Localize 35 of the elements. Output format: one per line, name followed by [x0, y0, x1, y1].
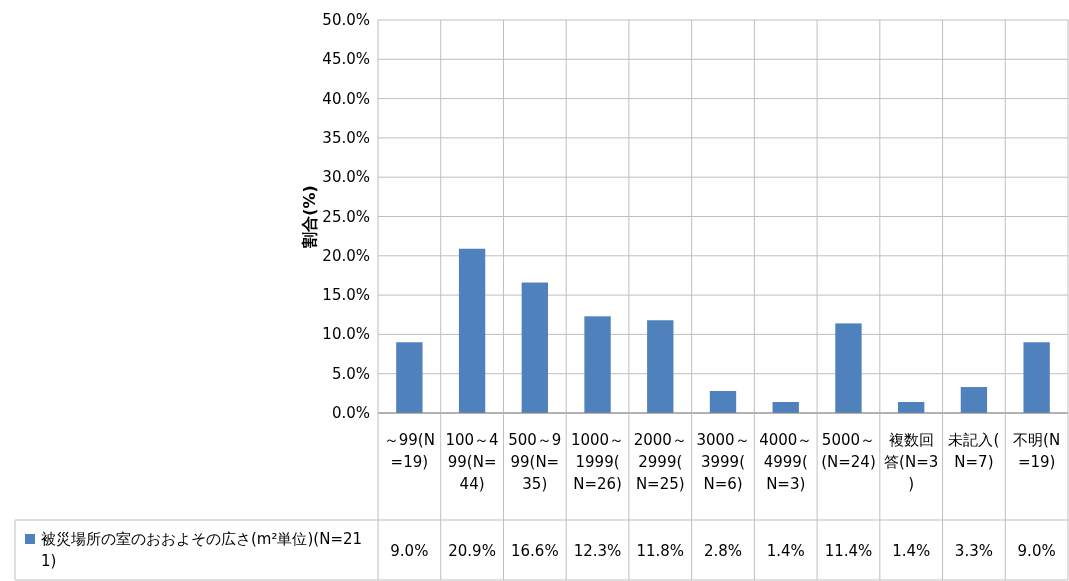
- y-tick-label: 20.0%: [322, 246, 370, 265]
- data-label: 9.0%: [390, 542, 429, 560]
- data-label: 9.0%: [1017, 542, 1056, 560]
- x-tick-label: 2000～2999(N=25): [633, 431, 687, 493]
- y-tick-label: 50.0%: [322, 11, 370, 29]
- x-tick-label: 4000～4999(N=3): [759, 431, 813, 493]
- y-tick-label: 10.0%: [322, 325, 370, 344]
- data-label: 12.3%: [573, 542, 622, 560]
- x-tick-label: 1000～1999(N=26): [570, 431, 625, 493]
- y-tick-label: 45.0%: [322, 50, 370, 69]
- data-label: 2.8%: [703, 542, 743, 560]
- x-tick-label: 500～999(N=35): [508, 431, 562, 493]
- legend-label: 被災場所の室のおおよその広さ(m²単位)(N=211): [41, 530, 363, 570]
- x-tick-label: 不明(N=19): [1013, 431, 1061, 471]
- x-tick-label: 100～499(N=44): [445, 431, 499, 493]
- data-label: 1.4%: [892, 542, 931, 560]
- y-tick-label: 35.0%: [322, 128, 370, 147]
- y-tick-label: 15.0%: [322, 286, 370, 305]
- data-label: 16.6%: [510, 542, 559, 560]
- y-tick-label: 30.0%: [322, 168, 370, 187]
- data-label: 3.3%: [954, 542, 993, 560]
- data-label: 11.8%: [636, 542, 685, 560]
- x-tick-label: 未記入(N=7): [948, 431, 1000, 471]
- y-tick-label: 40.0%: [322, 89, 370, 108]
- y-tick-label: 5.0%: [331, 364, 370, 383]
- x-tick-label: 3000～3999(N=6): [696, 431, 750, 493]
- x-tick-label: 5000～(N=24): [821, 431, 876, 471]
- x-tick-label: ～99(N=19): [383, 431, 435, 471]
- data-label: 11.4%: [824, 542, 873, 560]
- y-tick-label: 0.0%: [331, 404, 370, 422]
- data-label: 20.9%: [448, 542, 496, 560]
- y-tick-label: 25.0%: [322, 207, 370, 226]
- data-label: 1.4%: [766, 542, 805, 560]
- x-tick-label: 複数回答(N=3): [884, 431, 939, 493]
- y-axis-title: 割合(%): [300, 185, 319, 249]
